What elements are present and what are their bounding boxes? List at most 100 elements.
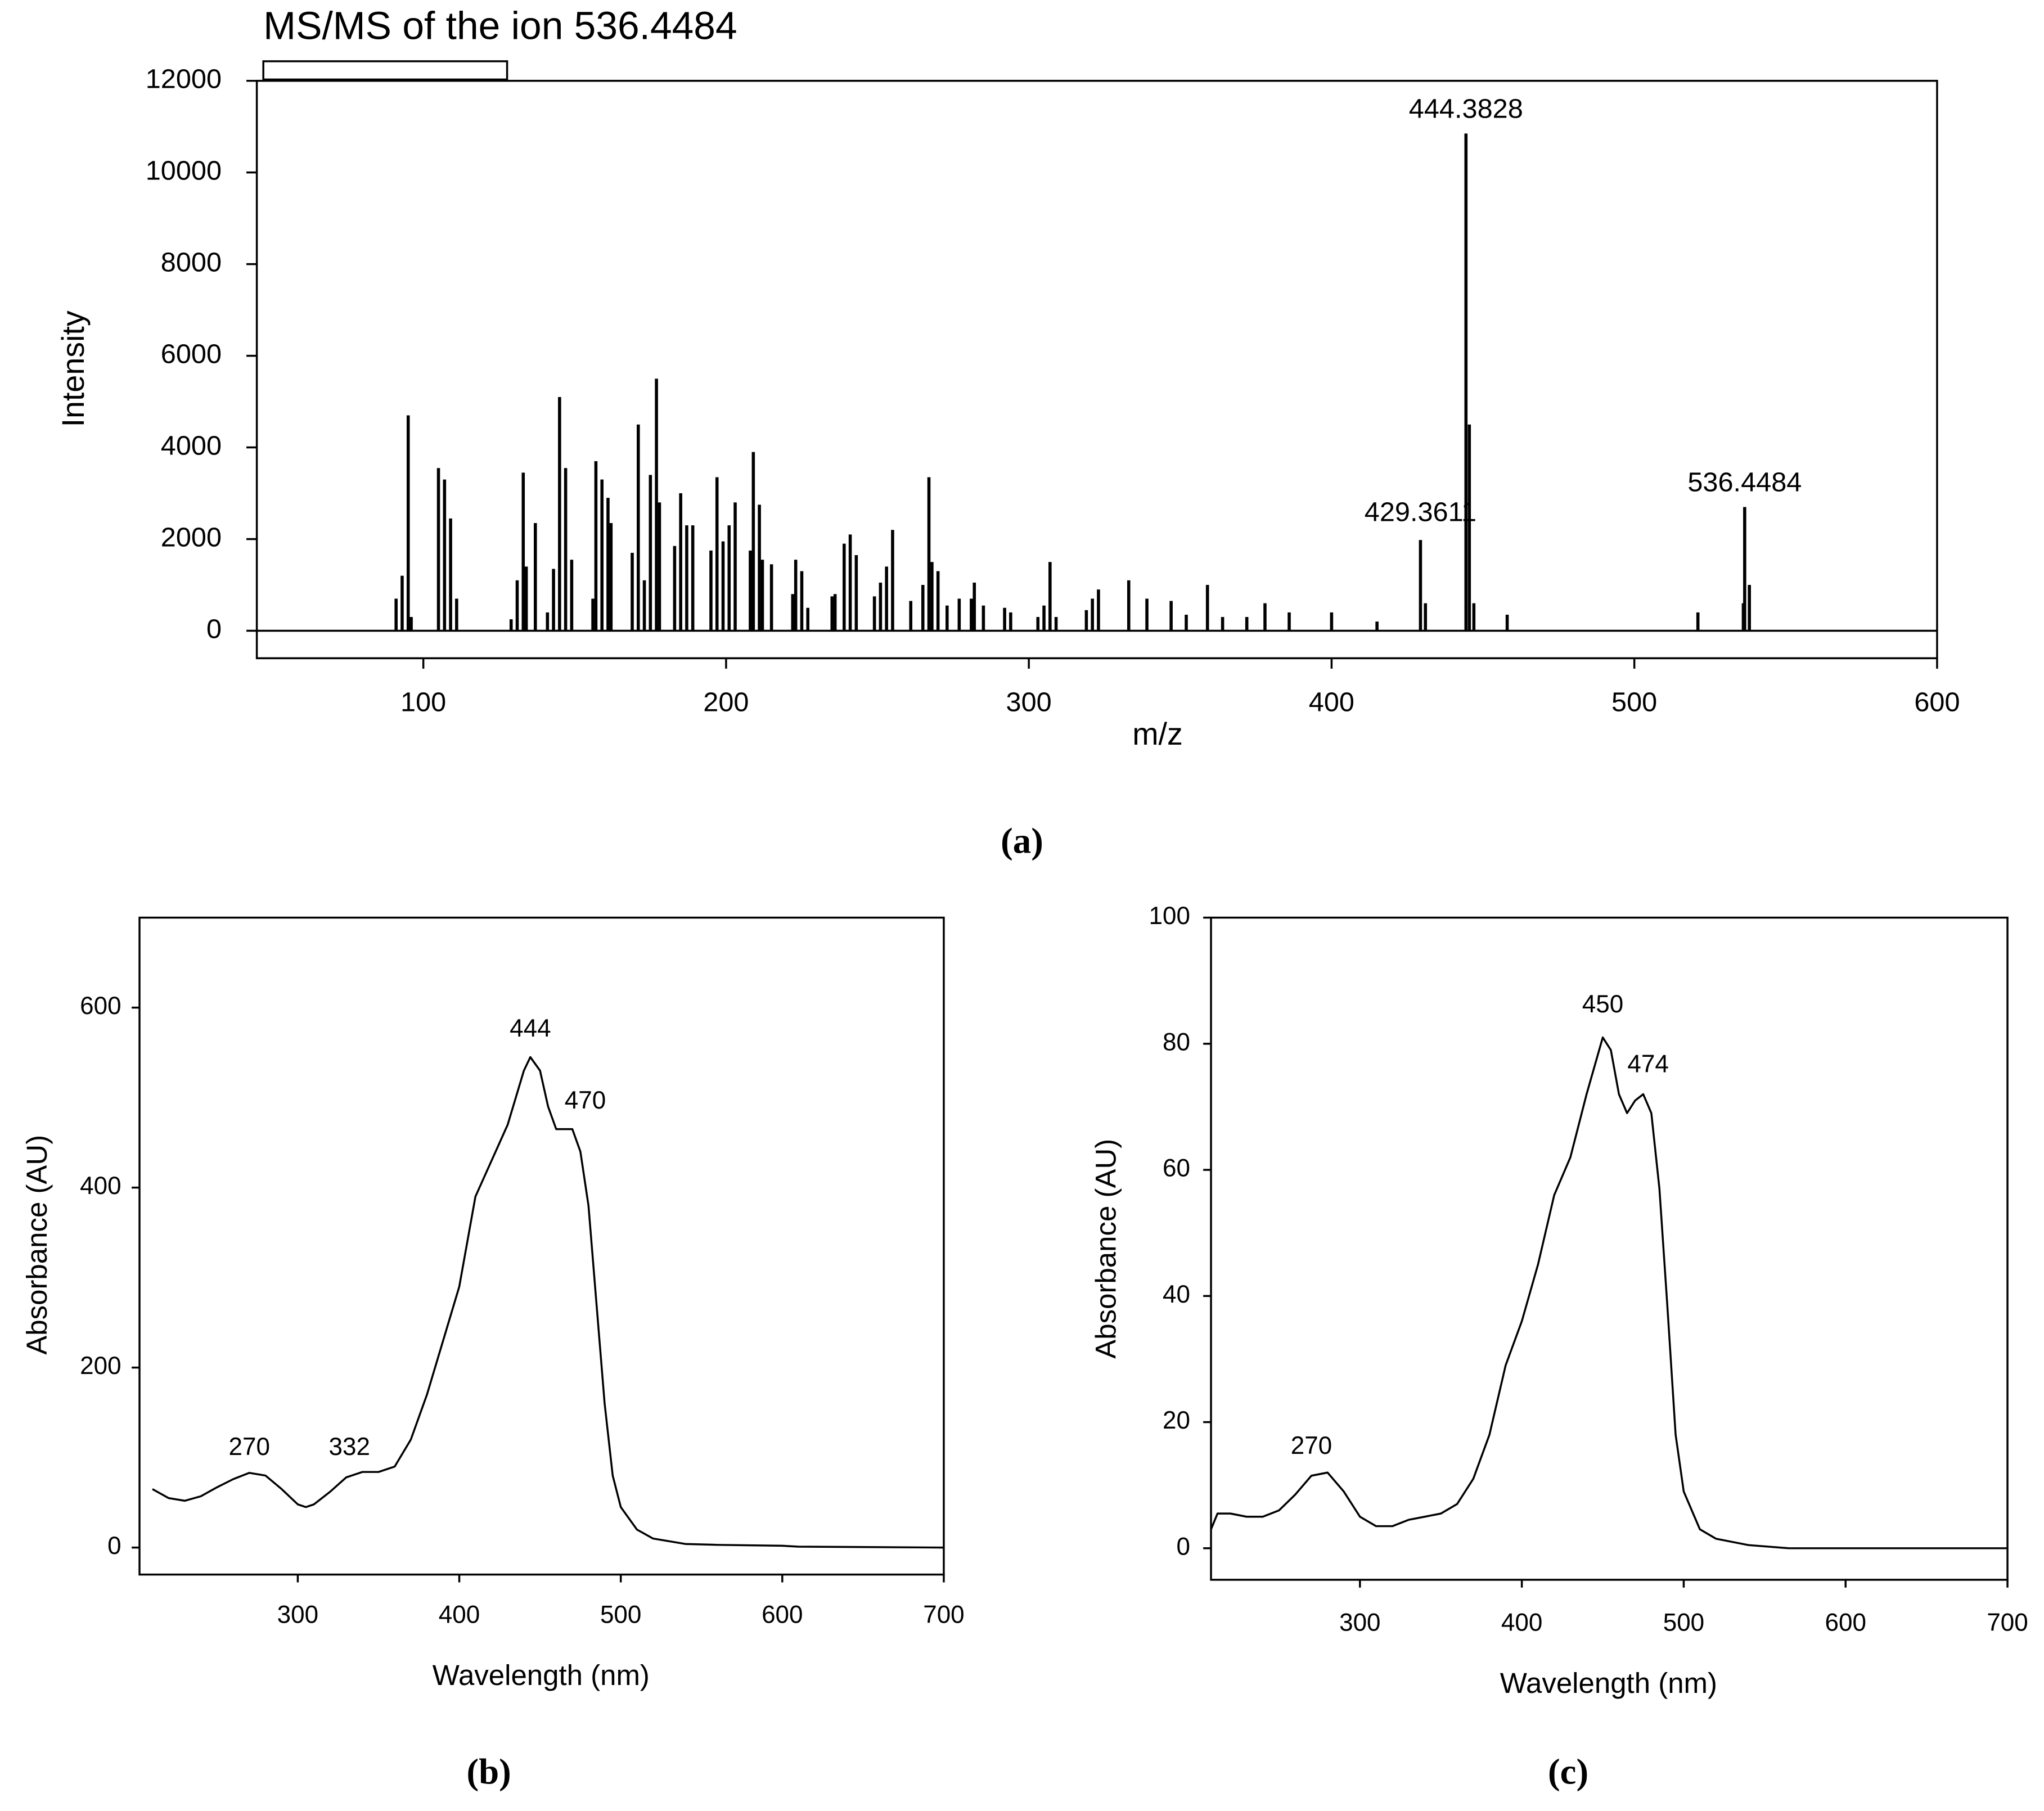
peak xyxy=(1263,603,1267,631)
chart-title: MS/MS of the ion 536.4484 xyxy=(263,3,737,47)
peak xyxy=(848,534,852,631)
peak xyxy=(830,596,834,631)
x-tick-label: 500 xyxy=(1611,687,1657,717)
peak xyxy=(1696,612,1700,631)
peak xyxy=(946,605,949,631)
x-tick-label: 500 xyxy=(1663,1609,1704,1636)
peak xyxy=(637,424,640,631)
panel-label: (b) xyxy=(466,1751,511,1792)
peak xyxy=(685,525,688,631)
peak xyxy=(609,522,613,631)
peak xyxy=(957,598,961,631)
peak xyxy=(1472,603,1476,631)
peak xyxy=(727,525,731,631)
peak xyxy=(394,598,398,631)
peak-annotation: 270 xyxy=(229,1433,270,1461)
peak xyxy=(760,560,764,631)
peak xyxy=(400,575,404,631)
peak xyxy=(927,477,931,631)
peak xyxy=(515,580,519,631)
panel-label: (a) xyxy=(1001,821,1043,862)
x-tick-label: 200 xyxy=(703,687,749,717)
peak xyxy=(1221,617,1224,631)
peak xyxy=(455,598,458,631)
peak xyxy=(909,601,913,631)
peak xyxy=(591,598,595,631)
peak xyxy=(769,564,773,631)
peak xyxy=(1505,614,1509,631)
peak xyxy=(1743,507,1746,631)
peak xyxy=(606,498,610,631)
peak xyxy=(443,479,447,631)
peak xyxy=(715,477,719,631)
peak xyxy=(1091,598,1094,631)
y-tick-label: 0 xyxy=(107,1532,121,1560)
peak xyxy=(558,397,561,631)
y-tick-label: 6000 xyxy=(161,339,222,369)
peak xyxy=(658,502,661,631)
peak-annotation: 429.3611 xyxy=(1365,497,1476,528)
peak xyxy=(673,546,677,631)
y-axis-label: Intensity xyxy=(56,310,91,427)
peak xyxy=(758,504,761,631)
peak xyxy=(1375,621,1379,631)
peak xyxy=(854,555,858,631)
y-tick-label: 12000 xyxy=(146,64,222,94)
x-tick-label: 600 xyxy=(762,1601,803,1628)
peak xyxy=(1169,601,1173,631)
peak xyxy=(891,530,894,631)
peak-annotation: 270 xyxy=(1291,1432,1332,1459)
peak xyxy=(449,518,452,631)
peak xyxy=(1185,614,1188,631)
peak xyxy=(1205,584,1209,631)
x-tick-label: 400 xyxy=(1309,687,1354,717)
peak xyxy=(1245,617,1249,631)
y-tick-label: 8000 xyxy=(161,247,222,277)
peak xyxy=(552,569,555,631)
peak xyxy=(733,502,737,631)
peak xyxy=(1042,605,1046,631)
x-axis-label: Wavelength (nm) xyxy=(433,1659,650,1691)
peak xyxy=(970,598,973,631)
spectrum-line xyxy=(1210,1036,2008,1549)
peak xyxy=(833,594,837,631)
plot-frame xyxy=(1210,916,2009,1581)
peak xyxy=(872,596,876,631)
plot-frame xyxy=(138,916,945,1576)
peak xyxy=(564,468,568,631)
spectrum-line xyxy=(152,1056,944,1549)
peak xyxy=(1036,617,1040,631)
y-tick-label: 40 xyxy=(1163,1281,1190,1308)
peak xyxy=(749,550,752,631)
peak-annotation: 450 xyxy=(1582,990,1623,1018)
peak xyxy=(1464,133,1468,631)
peak xyxy=(406,415,410,631)
x-tick-label: 100 xyxy=(400,687,446,717)
y-tick-label: 20 xyxy=(1163,1407,1190,1434)
x-tick-label: 500 xyxy=(600,1601,641,1628)
x-axis-label: m/z xyxy=(1132,717,1183,751)
title-box xyxy=(262,60,508,81)
x-tick-label: 600 xyxy=(1825,1609,1866,1636)
peak xyxy=(1748,584,1751,631)
peak xyxy=(594,461,598,631)
peak xyxy=(751,452,755,631)
x-tick-label: 300 xyxy=(1006,687,1052,717)
peak xyxy=(1145,598,1149,631)
x-tick-label: 300 xyxy=(1339,1609,1380,1636)
peak xyxy=(642,580,646,631)
peak xyxy=(973,582,976,631)
y-tick-label: 600 xyxy=(80,992,121,1020)
peak xyxy=(709,550,713,631)
peak xyxy=(879,582,883,631)
peak xyxy=(649,475,652,631)
peak xyxy=(1097,589,1100,631)
peak xyxy=(1127,580,1131,631)
peak xyxy=(1048,562,1052,631)
y-tick-label: 60 xyxy=(1163,1155,1190,1182)
peak-annotation: 332 xyxy=(329,1433,370,1461)
peak xyxy=(1054,617,1058,631)
y-tick-label: 2000 xyxy=(161,522,222,552)
peak xyxy=(1419,540,1422,631)
